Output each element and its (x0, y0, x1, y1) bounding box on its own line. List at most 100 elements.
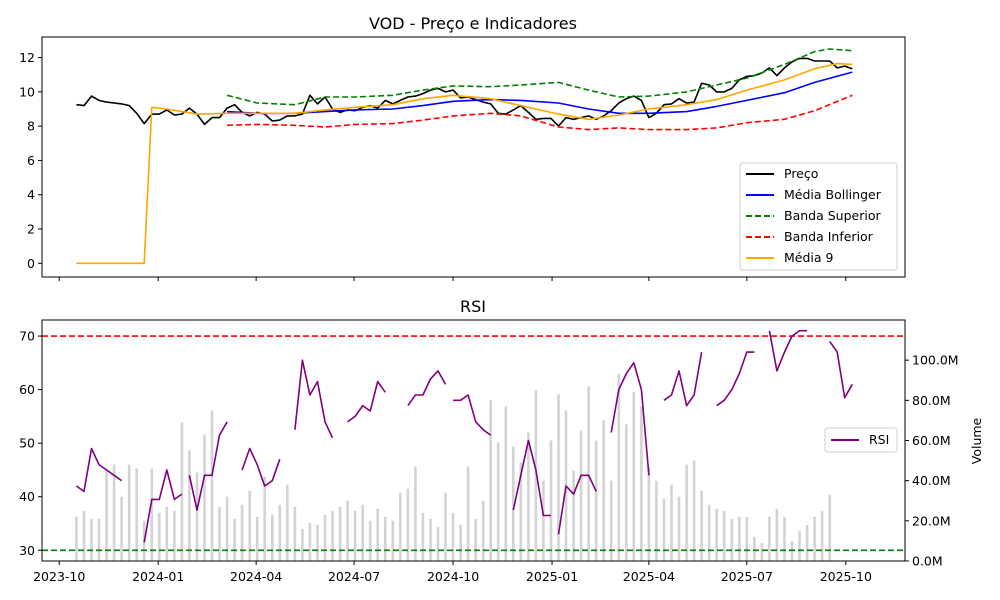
legend-entry-upper-band: Banda Superior (746, 208, 881, 223)
rsi-y-axis: 30 40 50 60 70 (19, 329, 42, 558)
volume-bar (557, 394, 560, 561)
price-series (76, 48, 853, 265)
volume-bar (353, 510, 357, 561)
rsi-y-tick-label: 60 (19, 382, 35, 397)
volume-bar (436, 526, 440, 561)
volume-bar (188, 450, 191, 561)
rsi-x-tick-label: 2025-04 (623, 569, 675, 584)
volume-bar (135, 468, 138, 561)
volume-bar (158, 512, 161, 561)
volume-bar (301, 528, 304, 561)
rsi-line-segment (241, 447, 281, 487)
volume-bar (97, 518, 101, 561)
volume-bar (429, 518, 432, 561)
volume-bar (640, 406, 643, 561)
rsi-legend-box (824, 427, 898, 453)
volume-bar (391, 520, 395, 561)
volume-bar (82, 510, 86, 561)
volume-bar (496, 442, 500, 561)
volume-bar (210, 410, 214, 561)
volume-bar (248, 490, 251, 561)
legend-label-upper-band: Banda Superior (784, 208, 881, 223)
rsi-x-tick-label: 2025-10 (820, 569, 872, 584)
rsi-x-axis: 2023-10 2024-01 2024-04 2024-07 2024-10 2025-… (33, 561, 872, 584)
volume-bar (286, 484, 289, 561)
volume-bar (655, 480, 658, 561)
rsi-line-segment (512, 439, 551, 517)
series-line-banda-superior (226, 48, 853, 106)
price-chart-title: VOD - Preço e Indicadores (369, 14, 577, 33)
volume-bar (609, 480, 613, 561)
rsi-chart-title: RSI (460, 297, 486, 316)
rsi-x-tick-label: 2024-07 (328, 569, 380, 584)
price-y-tick-label: 10 (19, 84, 35, 99)
volume-bar (587, 386, 590, 561)
rsi-x-tick-label: 2025-07 (721, 569, 773, 584)
volume-bar (647, 466, 651, 561)
volume-bar (700, 490, 703, 561)
volume-bar (75, 516, 78, 561)
volume-bar (308, 522, 312, 561)
rsi-reference-lines (42, 335, 905, 552)
volume-bar (444, 492, 447, 561)
volume-bar (745, 516, 749, 561)
volume-bar (625, 424, 628, 561)
legend-label-price: Preço (784, 166, 818, 181)
legend-entry-price: Preço (746, 166, 818, 181)
rsi-line-segment (768, 329, 808, 372)
volume-bar (572, 470, 575, 561)
volume-bar (293, 506, 297, 561)
price-legend: Preço Média Bollinger Banda Superior Ban… (739, 162, 898, 271)
volume-bar (180, 422, 184, 561)
volume-bar (112, 464, 116, 561)
volume-bar (255, 516, 259, 561)
volume-bar (466, 466, 470, 561)
rsi-y-tick-label: 40 (19, 489, 35, 504)
rsi-line-segment (75, 447, 123, 493)
price-y-axis: 0 2 4 6 8 10 12 (19, 50, 42, 271)
rsi-line-segment (663, 351, 703, 407)
price-x-axis (58, 277, 847, 281)
volume-bar (173, 510, 176, 561)
volume-y-tick-label: 80.0M (912, 393, 951, 408)
volume-bar (730, 518, 734, 561)
volume-bar (828, 494, 831, 561)
volume-bar (338, 506, 342, 561)
volume-bar (798, 530, 801, 561)
volume-bar (451, 512, 455, 561)
volume-y-tick-label: 20.0M (912, 513, 951, 528)
series-line-media-bollinger (227, 71, 853, 115)
volume-bar (323, 514, 327, 561)
volume-y-tick-label: 40.0M (912, 473, 951, 488)
volume-bar (805, 524, 809, 561)
volume-bar (602, 420, 605, 561)
price-y-tick-label: 0 (27, 256, 35, 271)
rsi-line-segment (829, 340, 853, 399)
price-y-tick-label: 12 (19, 50, 35, 65)
volume-bar (421, 512, 425, 561)
volume-bar (677, 496, 681, 561)
volume-bar (692, 460, 696, 561)
volume-bar (685, 464, 688, 561)
rsi-y-tick-label: 30 (19, 543, 35, 558)
legend-label-bollinger: Média Bollinger (784, 187, 882, 202)
price-y-tick-label: 2 (27, 222, 35, 237)
volume-bar (233, 518, 236, 561)
volume-bar (263, 476, 266, 561)
volume-bar (105, 470, 108, 561)
rsi-line-segment (610, 361, 650, 476)
rsi-line-segment (453, 394, 492, 436)
volume-y-tick-label: 60.0M (912, 433, 951, 448)
legend-label-lower-band: Banda Inferior (784, 229, 874, 244)
volume-bar (165, 506, 169, 561)
volume-bar (195, 472, 199, 561)
legend-label-ma9: Média 9 (784, 250, 834, 265)
volume-bar (519, 462, 523, 561)
rsi-line-segment (347, 380, 386, 423)
volume-bar (722, 510, 726, 561)
volume-bar (218, 506, 221, 561)
volume-bar (504, 406, 508, 561)
volume-bar (368, 520, 372, 561)
volume-bar (707, 504, 711, 561)
